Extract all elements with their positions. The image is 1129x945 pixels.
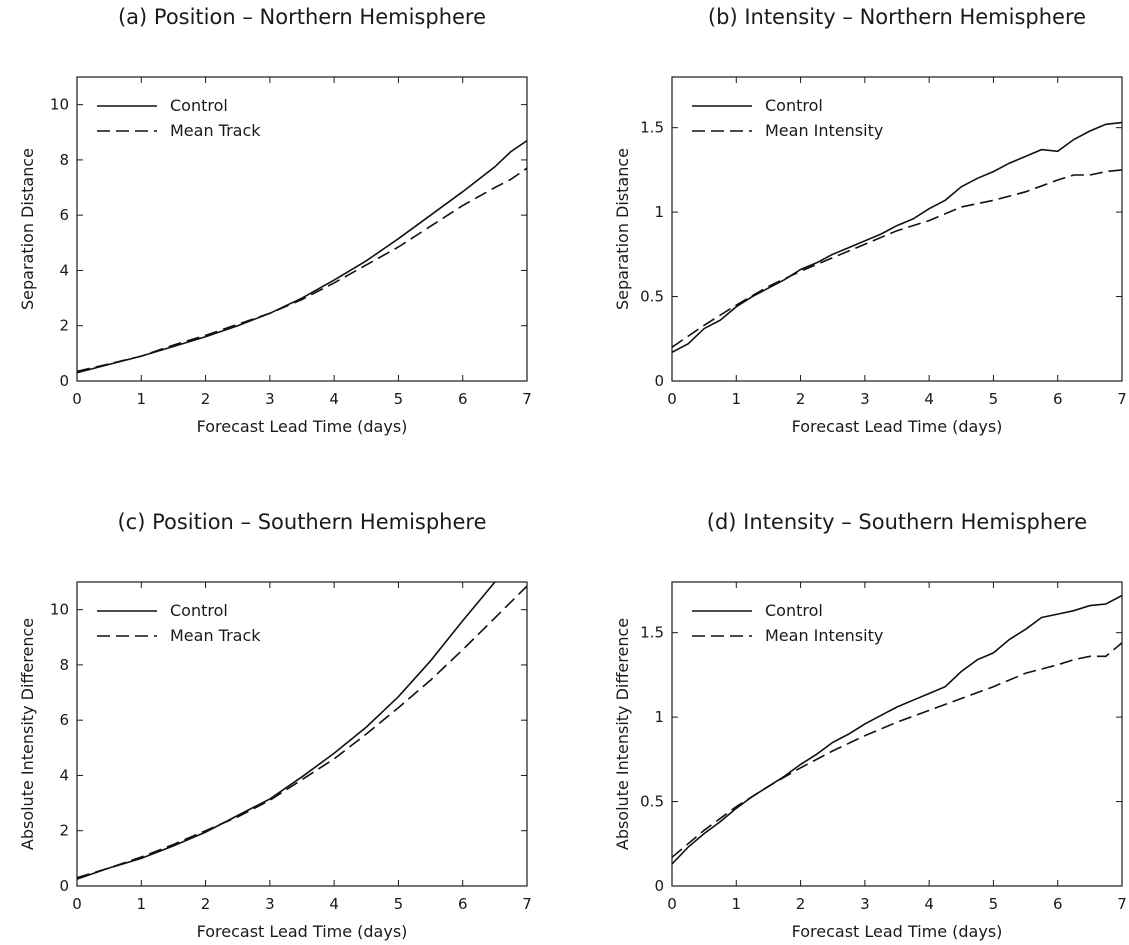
x-tick-label: 0 (72, 390, 82, 408)
series-line-dashed (672, 169, 1122, 348)
x-tick-label: 4 (924, 895, 934, 913)
y-tick-label: 6 (59, 711, 69, 729)
y-tick-label: 0.5 (640, 793, 664, 811)
panel-0: (a) Position – Northern Hemisphere 0 1 2 3 4 5… (18, 5, 532, 436)
x-tick-label: 5 (394, 895, 404, 913)
chart-title: (b) Intensity – Northern Hemisphere (708, 5, 1086, 29)
legend-label: Mean Track (170, 121, 261, 140)
x-tick-label: 3 (860, 390, 870, 408)
x-tick-label: 1 (137, 895, 147, 913)
series-line-solid (77, 582, 497, 880)
x-tick-label: 2 (201, 390, 211, 408)
legend-label: Control (765, 96, 823, 115)
panel-1: (b) Intensity – Northern Hemisphere 0 1 2 3 4… (613, 5, 1127, 436)
x-tick-label: 0 (667, 390, 677, 408)
x-tick-label: 2 (796, 390, 806, 408)
y-tick-label: 8 (59, 151, 69, 169)
series-line-dashed (77, 585, 527, 879)
x-tick-label: 0 (667, 895, 677, 913)
x-tick-label: 3 (860, 895, 870, 913)
y-tick-label: 6 (59, 206, 69, 224)
panel-3: (d) Intensity – Southern Hemisphere 0 1 2 3 4… (613, 510, 1127, 941)
x-axis-label: Forecast Lead Time (days) (197, 922, 408, 941)
x-tick-label: 5 (394, 390, 404, 408)
legend-label: Control (765, 601, 823, 620)
x-tick-label: 7 (1117, 390, 1127, 408)
x-tick-label: 1 (732, 390, 742, 408)
x-tick-label: 2 (796, 895, 806, 913)
series-line-solid (77, 139, 527, 374)
series-line-dashed (672, 642, 1122, 858)
y-tick-label: 2 (59, 317, 69, 335)
y-tick-label: 4 (59, 766, 69, 784)
legend-label: Control (170, 96, 228, 115)
x-tick-label: 5 (989, 895, 999, 913)
x-tick-label: 4 (329, 895, 339, 913)
x-tick-label: 3 (265, 895, 275, 913)
x-axis-label: Forecast Lead Time (days) (792, 417, 1003, 436)
x-tick-label: 2 (201, 895, 211, 913)
plot-frame (76, 581, 528, 887)
x-axis-label: Forecast Lead Time (days) (792, 922, 1003, 941)
y-tick-label: 0 (59, 372, 69, 390)
y-axis-label: Absolute Intensity Difference (18, 618, 37, 850)
x-tick-label: 7 (522, 895, 532, 913)
y-tick-label: 10 (50, 96, 69, 114)
x-tick-label: 6 (458, 895, 468, 913)
legend-label: Mean Intensity (765, 121, 883, 140)
y-tick-label: 0 (654, 372, 664, 390)
series-line-solid (672, 121, 1122, 354)
chart-title: (a) Position – Northern Hemisphere (118, 5, 486, 29)
chart-title: (d) Intensity – Southern Hemisphere (707, 510, 1087, 534)
x-axis-label: Forecast Lead Time (days) (197, 417, 408, 436)
x-tick-label: 7 (522, 390, 532, 408)
panel-2: (c) Position – Southern Hemisphere 0 1 2 3 4 5… (18, 510, 532, 941)
legend-label: Mean Intensity (765, 626, 883, 645)
plot-frame (76, 76, 528, 382)
x-tick-label: 0 (72, 895, 82, 913)
y-axis-label: Absolute Intensity Difference (613, 618, 632, 850)
y-tick-label: 0 (654, 877, 664, 895)
series-line-solid (672, 594, 1122, 865)
y-tick-label: 1 (654, 708, 664, 726)
legend-label: Mean Track (170, 626, 261, 645)
x-tick-label: 3 (265, 390, 275, 408)
y-tick-label: 10 (50, 601, 69, 619)
y-tick-label: 0 (59, 877, 69, 895)
x-tick-label: 6 (1053, 895, 1063, 913)
x-tick-label: 4 (329, 390, 339, 408)
y-tick-label: 0.5 (640, 288, 664, 306)
y-axis-label: Separation Distance (18, 148, 37, 310)
y-tick-label: 8 (59, 656, 69, 674)
legend-label: Control (170, 601, 228, 620)
y-tick-label: 1.5 (640, 624, 664, 642)
chart-title: (c) Position – Southern Hemisphere (117, 510, 486, 534)
series-line-dashed (77, 167, 527, 373)
plot-frame (671, 76, 1123, 382)
x-tick-label: 7 (1117, 895, 1127, 913)
x-tick-label: 6 (1053, 390, 1063, 408)
x-tick-label: 4 (924, 390, 934, 408)
y-tick-label: 1.5 (640, 119, 664, 137)
plot-frame (671, 581, 1123, 887)
y-tick-label: 4 (59, 261, 69, 279)
y-axis-label: Separation Distance (613, 148, 632, 310)
x-tick-label: 5 (989, 390, 999, 408)
x-tick-label: 6 (458, 390, 468, 408)
y-tick-label: 1 (654, 203, 664, 221)
x-tick-label: 1 (137, 390, 147, 408)
x-tick-label: 1 (732, 895, 742, 913)
y-tick-label: 2 (59, 822, 69, 840)
